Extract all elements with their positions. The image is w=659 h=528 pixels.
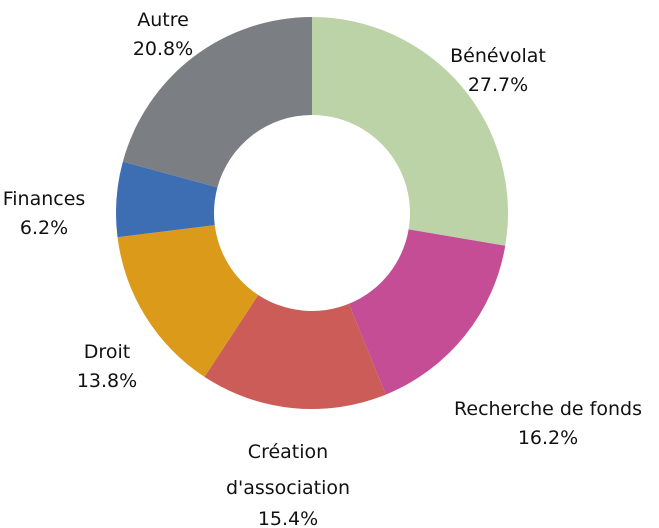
value-label: 20.8%: [132, 38, 194, 60]
value-label: 16.2%: [517, 427, 579, 449]
category-label: Droit: [83, 341, 131, 363]
donut-slice: [122, 17, 312, 188]
slice-label: Création d'association 15.4%: [208, 434, 368, 528]
value-label: 15.4%: [257, 508, 319, 528]
value-label: 27.7%: [467, 74, 529, 96]
slice-label: Autre 20.8%: [103, 4, 223, 62]
donut-slice: [116, 161, 218, 238]
value-label: 13.8%: [76, 370, 138, 392]
donut-slice: [312, 17, 508, 246]
category-label: Bénévolat: [450, 45, 546, 67]
value-label: 6.2%: [19, 217, 69, 239]
donut-slice: [204, 294, 386, 410]
donut-slice: [348, 229, 506, 395]
category-label: Finances: [2, 188, 86, 210]
donut-slice: [117, 225, 259, 377]
category-label: Autre: [137, 9, 189, 31]
slice-label: Droit 13.8%: [47, 336, 167, 394]
slice-label: Bénévolat 27.7%: [398, 40, 598, 98]
category-label: Création d'association: [225, 441, 351, 499]
category-label: Recherche de fonds: [454, 398, 642, 420]
slice-label: Finances 6.2%: [0, 183, 104, 241]
slice-label: Recherche de fonds 16.2%: [428, 393, 659, 451]
